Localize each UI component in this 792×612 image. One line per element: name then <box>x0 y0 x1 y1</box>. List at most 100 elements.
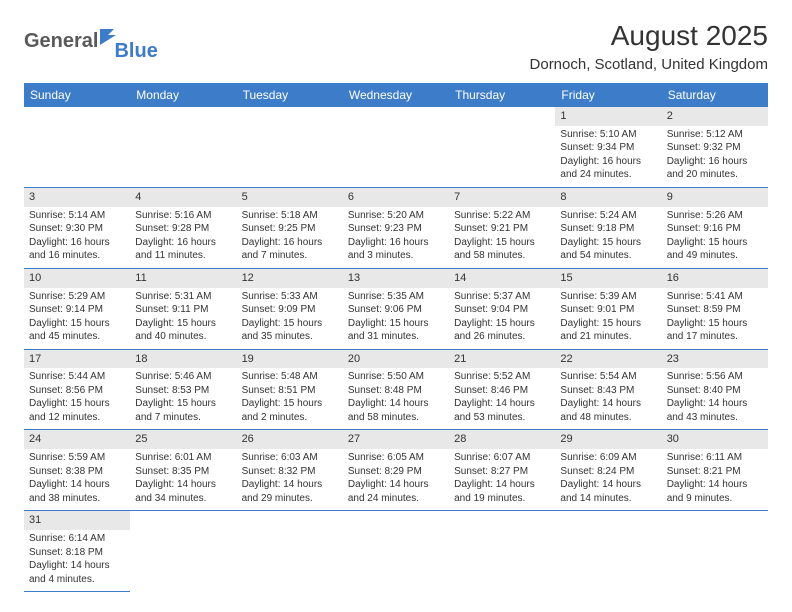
sunset-line: Sunset: 8:51 PM <box>242 384 338 398</box>
day-cell: 2Sunrise: 5:12 AMSunset: 9:32 PMDaylight… <box>662 107 768 187</box>
day-cell: 12Sunrise: 5:33 AMSunset: 9:09 PMDayligh… <box>237 268 343 349</box>
daylight-line-1: Daylight: 14 hours <box>560 397 656 411</box>
day-number: 23 <box>662 350 768 369</box>
day-number: 27 <box>343 430 449 449</box>
daylight-line-1: Daylight: 16 hours <box>348 236 444 250</box>
sunset-line: Sunset: 8:24 PM <box>560 465 656 479</box>
daylight-line-2: and 21 minutes. <box>560 330 656 344</box>
sunrise-line: Sunrise: 5:24 AM <box>560 209 656 223</box>
day-cell: 1Sunrise: 5:10 AMSunset: 9:34 PMDaylight… <box>555 107 661 187</box>
sunset-line: Sunset: 9:11 PM <box>135 303 231 317</box>
day-number: 17 <box>24 350 130 369</box>
sunset-line: Sunset: 9:16 PM <box>667 222 763 236</box>
sunrise-line: Sunrise: 5:41 AM <box>667 290 763 304</box>
empty-cell <box>130 511 236 592</box>
day-number: 25 <box>130 430 236 449</box>
day-cell: 14Sunrise: 5:37 AMSunset: 9:04 PMDayligh… <box>449 268 555 349</box>
day-number: 29 <box>555 430 661 449</box>
weekday-header: Sunday <box>24 83 130 107</box>
empty-cell <box>130 107 236 187</box>
weekday-header: Saturday <box>662 83 768 107</box>
day-number: 12 <box>237 269 343 288</box>
day-number: 2 <box>662 107 768 126</box>
day-cell: 4Sunrise: 5:16 AMSunset: 9:28 PMDaylight… <box>130 187 236 268</box>
sunset-line: Sunset: 8:32 PM <box>242 465 338 479</box>
sunrise-line: Sunrise: 5:20 AM <box>348 209 444 223</box>
calendar-page: General Blue August 2025 Dornoch, Scotla… <box>0 0 792 602</box>
daylight-line-2: and 26 minutes. <box>454 330 550 344</box>
day-cell: 21Sunrise: 5:52 AMSunset: 8:46 PMDayligh… <box>449 349 555 430</box>
calendar-table: SundayMondayTuesdayWednesdayThursdayFrid… <box>24 83 768 592</box>
day-number: 28 <box>449 430 555 449</box>
daylight-line-1: Daylight: 15 hours <box>29 317 125 331</box>
day-cell: 23Sunrise: 5:56 AMSunset: 8:40 PMDayligh… <box>662 349 768 430</box>
daylight-line-2: and 7 minutes. <box>135 411 231 425</box>
daylight-line-1: Daylight: 16 hours <box>242 236 338 250</box>
sunset-line: Sunset: 9:21 PM <box>454 222 550 236</box>
day-cell: 6Sunrise: 5:20 AMSunset: 9:23 PMDaylight… <box>343 187 449 268</box>
sunrise-line: Sunrise: 5:31 AM <box>135 290 231 304</box>
daylight-line-1: Daylight: 14 hours <box>348 397 444 411</box>
daylight-line-1: Daylight: 15 hours <box>29 397 125 411</box>
day-cell: 15Sunrise: 5:39 AMSunset: 9:01 PMDayligh… <box>555 268 661 349</box>
weekday-header: Friday <box>555 83 661 107</box>
daylight-line-1: Daylight: 16 hours <box>667 155 763 169</box>
sunrise-line: Sunrise: 6:01 AM <box>135 451 231 465</box>
location-text: Dornoch, Scotland, United Kingdom <box>530 56 768 73</box>
page-header: General Blue August 2025 Dornoch, Scotla… <box>24 20 768 73</box>
sunset-line: Sunset: 8:29 PM <box>348 465 444 479</box>
daylight-line-2: and 17 minutes. <box>667 330 763 344</box>
empty-cell <box>343 107 449 187</box>
sunrise-line: Sunrise: 5:54 AM <box>560 370 656 384</box>
daylight-line-1: Daylight: 15 hours <box>242 397 338 411</box>
day-number: 26 <box>237 430 343 449</box>
day-cell: 27Sunrise: 6:05 AMSunset: 8:29 PMDayligh… <box>343 430 449 511</box>
day-number: 5 <box>237 188 343 207</box>
sunset-line: Sunset: 8:48 PM <box>348 384 444 398</box>
day-cell: 18Sunrise: 5:46 AMSunset: 8:53 PMDayligh… <box>130 349 236 430</box>
sunrise-line: Sunrise: 5:18 AM <box>242 209 338 223</box>
daylight-line-1: Daylight: 14 hours <box>667 478 763 492</box>
sunrise-line: Sunrise: 5:48 AM <box>242 370 338 384</box>
day-cell: 5Sunrise: 5:18 AMSunset: 9:25 PMDaylight… <box>237 187 343 268</box>
sunset-line: Sunset: 9:30 PM <box>29 222 125 236</box>
daylight-line-2: and 19 minutes. <box>454 492 550 506</box>
weekday-header: Thursday <box>449 83 555 107</box>
daylight-line-2: and 29 minutes. <box>242 492 338 506</box>
sunrise-line: Sunrise: 5:16 AM <box>135 209 231 223</box>
empty-cell <box>662 511 768 592</box>
daylight-line-1: Daylight: 15 hours <box>560 236 656 250</box>
day-cell: 19Sunrise: 5:48 AMSunset: 8:51 PMDayligh… <box>237 349 343 430</box>
daylight-line-2: and 35 minutes. <box>242 330 338 344</box>
daylight-line-2: and 12 minutes. <box>29 411 125 425</box>
day-cell: 17Sunrise: 5:44 AMSunset: 8:56 PMDayligh… <box>24 349 130 430</box>
day-cell: 10Sunrise: 5:29 AMSunset: 9:14 PMDayligh… <box>24 268 130 349</box>
daylight-line-1: Daylight: 16 hours <box>135 236 231 250</box>
sunrise-line: Sunrise: 5:35 AM <box>348 290 444 304</box>
day-cell: 7Sunrise: 5:22 AMSunset: 9:21 PMDaylight… <box>449 187 555 268</box>
sunrise-line: Sunrise: 5:26 AM <box>667 209 763 223</box>
daylight-line-2: and 40 minutes. <box>135 330 231 344</box>
daylight-line-2: and 58 minutes. <box>454 249 550 263</box>
daylight-line-1: Daylight: 15 hours <box>135 317 231 331</box>
day-number: 11 <box>130 269 236 288</box>
daylight-line-2: and 24 minutes. <box>348 492 444 506</box>
day-number: 13 <box>343 269 449 288</box>
daylight-line-2: and 4 minutes. <box>29 573 125 587</box>
sunrise-line: Sunrise: 5:10 AM <box>560 128 656 142</box>
empty-cell <box>449 511 555 592</box>
daylight-line-1: Daylight: 14 hours <box>560 478 656 492</box>
title-block: August 2025 Dornoch, Scotland, United Ki… <box>530 20 768 73</box>
sunset-line: Sunset: 8:46 PM <box>454 384 550 398</box>
sunrise-line: Sunrise: 5:33 AM <box>242 290 338 304</box>
day-number: 1 <box>555 107 661 126</box>
day-cell: 30Sunrise: 6:11 AMSunset: 8:21 PMDayligh… <box>662 430 768 511</box>
sunrise-line: Sunrise: 6:09 AM <box>560 451 656 465</box>
day-cell: 22Sunrise: 5:54 AMSunset: 8:43 PMDayligh… <box>555 349 661 430</box>
day-cell: 26Sunrise: 6:03 AMSunset: 8:32 PMDayligh… <box>237 430 343 511</box>
calendar-body: 1Sunrise: 5:10 AMSunset: 9:34 PMDaylight… <box>24 107 768 592</box>
daylight-line-1: Daylight: 15 hours <box>560 317 656 331</box>
day-cell: 3Sunrise: 5:14 AMSunset: 9:30 PMDaylight… <box>24 187 130 268</box>
sunrise-line: Sunrise: 5:46 AM <box>135 370 231 384</box>
sunset-line: Sunset: 8:56 PM <box>29 384 125 398</box>
